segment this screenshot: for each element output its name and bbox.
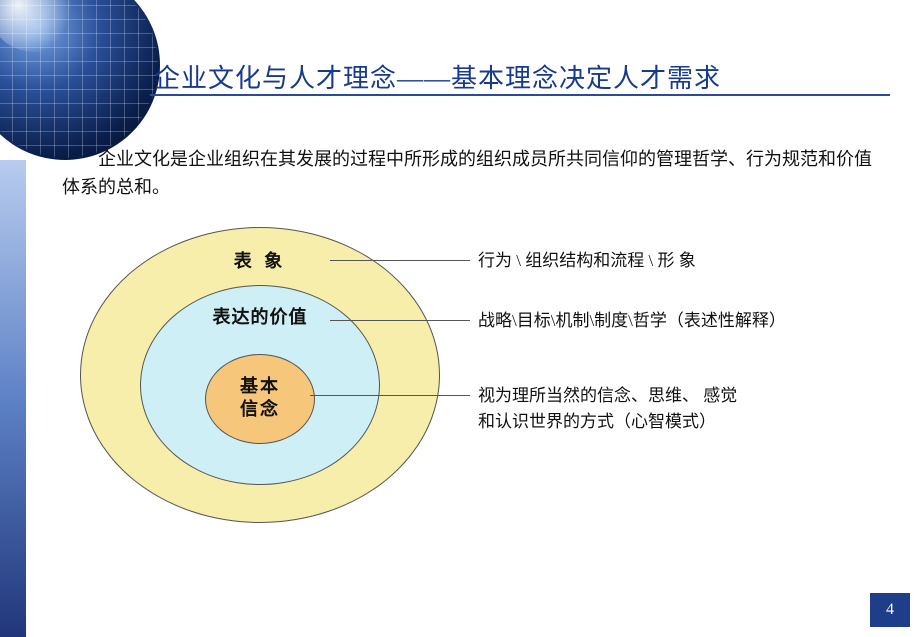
connector-line-middle bbox=[330, 320, 470, 321]
intro-paragraph: 企业文化是企业组织在其发展的过程中所形成的组织成员所共同信仰的管理哲学、行为规范… bbox=[62, 146, 882, 202]
connector-line-inner bbox=[310, 395, 470, 396]
ring-description-middle: 战略\目标\机制\制度\哲学（表述性解释） bbox=[478, 308, 786, 334]
ring-description-inner: 视为理所当然的信念、思维、 感觉 和认识世界的方式（心智模式） bbox=[478, 383, 737, 436]
title-rule bbox=[150, 94, 890, 96]
ring-description-outer: 行为 \ 组织结构和流程 \ 形 象 bbox=[478, 248, 696, 274]
ring-label-inner: 基本 信念 bbox=[80, 375, 440, 420]
side-strip bbox=[0, 160, 26, 637]
ring-label-middle: 表达的价值 bbox=[80, 303, 440, 329]
connector-line-outer bbox=[330, 260, 470, 261]
globe-decoration bbox=[0, 0, 160, 160]
concentric-diagram: 表 象表达的价值基本 信念 bbox=[80, 225, 440, 525]
slide: 企业文化与人才理念——基本理念决定人才需求 企业文化是企业组织在其发展的过程中所… bbox=[0, 0, 920, 637]
slide-title: 企业文化与人才理念——基本理念决定人才需求 bbox=[154, 58, 721, 95]
page-number-badge: 4 bbox=[870, 593, 910, 627]
